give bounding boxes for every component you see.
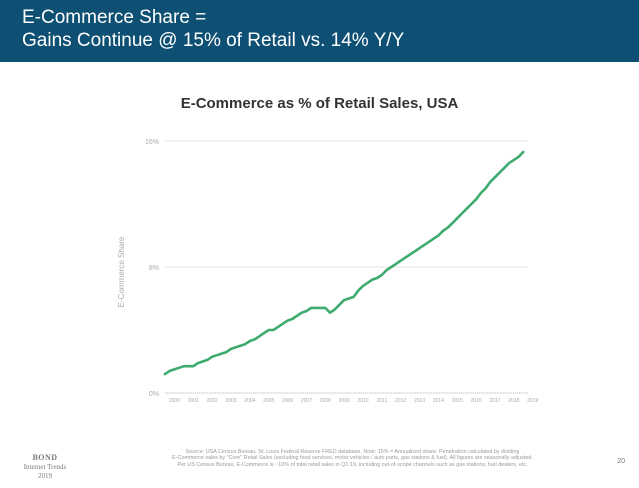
y-tick-label: 8% (149, 265, 159, 272)
slide-title-line-2: Gains Continue @ 15% of Retail vs. 14% Y… (22, 30, 405, 51)
source-note-line-3: Per US Census Bureau, E-Commerce is ~10%… (177, 461, 528, 468)
source-note: Source: USA Census Bureau, St. Louis Fed… (130, 449, 575, 468)
x-tick-label: 2006 (282, 398, 293, 404)
y-tick-label: 0% (149, 391, 159, 398)
slide-header: E-Commerce Share = Gains Continue @ 15% … (0, 0, 639, 62)
x-tick-label: 2010 (357, 398, 368, 404)
x-tick-label: 2012 (395, 398, 406, 404)
y-axis-label: E-Commerce Share (117, 236, 126, 307)
series-layer (163, 150, 525, 376)
x-tick-label: 2007 (301, 398, 312, 404)
series-line-ecommerce-share (163, 150, 525, 376)
axis-ticks: 0% 8% 16% 2000 2001 2002 2003 2004 2005 2006 2007 2… (117, 139, 538, 404)
x-tick-label: 2005 (263, 398, 274, 404)
brand-name: BOND (32, 453, 58, 462)
x-tick-label: 2011 (376, 398, 387, 404)
source-note-line-1: Source: USA Census Bureau, St. Louis Fed… (185, 449, 520, 455)
x-tick-label: 2016 (471, 398, 482, 404)
x-tick-label: 2009 (339, 398, 350, 404)
x-tick-label: 2008 (320, 398, 331, 404)
x-tick-label: 2003 (225, 398, 236, 404)
x-tick-label: 2017 (489, 398, 500, 404)
page-number: 20 (617, 458, 625, 465)
source-note-line-2: E-Commerce sales by "Core" Retail Sales … (172, 455, 533, 462)
x-tick-label: 2004 (244, 398, 255, 404)
brand-year: 2019 (38, 472, 52, 480)
x-tick-label: 2001 (188, 398, 199, 404)
x-tick-label: 2014 (433, 398, 444, 404)
x-tick-label: 2013 (414, 398, 425, 404)
x-tick-label: 2000 (169, 398, 180, 404)
chart-title: E-Commerce as % of Retail Sales, USA (180, 95, 459, 112)
x-tick-label: 2019 (527, 398, 538, 404)
y-tick-label: 16% (145, 139, 159, 146)
x-tick-label: 2018 (508, 398, 519, 404)
x-tick-label: 2002 (207, 398, 218, 404)
brand-subtitle: Internet Trends (23, 463, 67, 471)
x-tick-label: 2015 (452, 398, 463, 404)
slide-title-line-1: E-Commerce Share = (22, 7, 207, 28)
